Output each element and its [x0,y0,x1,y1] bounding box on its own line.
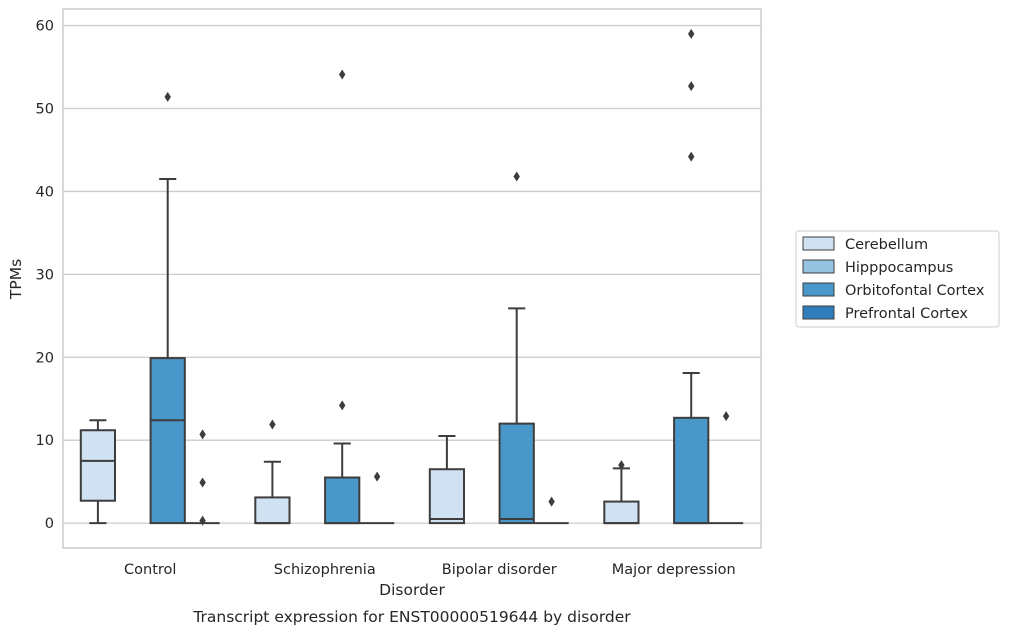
x-axis-ticks: Control Schizophrenia Bipolar disorder Majo… [124,562,736,578]
outlier-point [339,69,346,80]
box-body [149,357,186,525]
box-prefrontal-cortex-2 [534,496,569,525]
y-axis-label: TPMs [7,259,25,300]
box-body [428,468,466,525]
legend-label: Cerebellum [845,237,928,253]
x-tick-label: Schizophrenia [274,562,376,578]
box-prefrontal-cortex-0 [185,429,220,526]
box-body [603,500,640,525]
chart-caption: Transcript expression for ENST0000051964… [192,608,631,626]
plot-frame [62,8,762,549]
legend-label: Hipppocampus [845,260,953,276]
outlier-point [269,419,276,430]
box-prefrontal-cortex-1 [359,471,395,525]
x-tick-label: Bipolar disorder [442,562,557,578]
outlier-point [548,496,555,507]
outlier-point [513,171,520,182]
box-prefrontal-cortex-3 [708,411,744,525]
outlier-point [618,460,625,471]
outlier-point [199,477,206,488]
outlier-point [199,429,206,440]
box-orbitofontal-cortex-2 [498,171,535,525]
outlier-point [373,471,381,482]
legend-swatch [802,282,835,297]
y-tick-label: 20 [36,350,54,366]
legend-swatch [802,305,835,320]
outlier-point [688,81,695,92]
box-body [498,422,535,525]
x-axis-label: Disorder [379,581,445,599]
box-body [324,476,361,525]
box-series [79,28,744,526]
box-cerebellum-1 [254,419,291,525]
x-tick-label: Control [124,562,176,578]
legend-label: Prefrontal Cortex [845,306,968,322]
box-body [673,416,710,525]
y-tick-label: 60 [36,19,54,35]
legend-swatch [802,259,835,274]
outlier-point [688,28,695,39]
box-orbitofontal-cortex-0 [149,91,186,525]
outlier-point [164,91,171,102]
outlier-point [722,411,730,422]
box-orbitofontal-cortex-3 [673,28,710,525]
y-axis-ticks: 0 10 20 30 40 50 60 [36,19,54,533]
box-cerebellum-3 [603,460,640,525]
outlier-point [199,515,206,526]
box-cerebellum-0 [79,419,117,525]
box-cerebellum-2 [428,435,466,525]
x-tick-label: Major depression [612,562,736,578]
y-tick-label: 50 [36,102,54,118]
y-tick-label: 40 [36,184,54,200]
box-body [254,496,291,525]
legend-frame [795,230,1000,328]
y-tick-label: 30 [36,267,54,283]
y-tick-label: 0 [45,516,54,532]
box-orbitofontal-cortex-1 [324,69,361,525]
legend: Cerebellum Hipppocampus Orbitofontal Corte… [795,230,1000,328]
legend-swatch [802,236,835,251]
outlier-point [339,400,346,411]
outlier-point [688,151,695,162]
legend-label: Orbitofontal Cortex [845,283,985,299]
box-body [79,429,117,502]
y-tick-label: 10 [36,433,54,449]
